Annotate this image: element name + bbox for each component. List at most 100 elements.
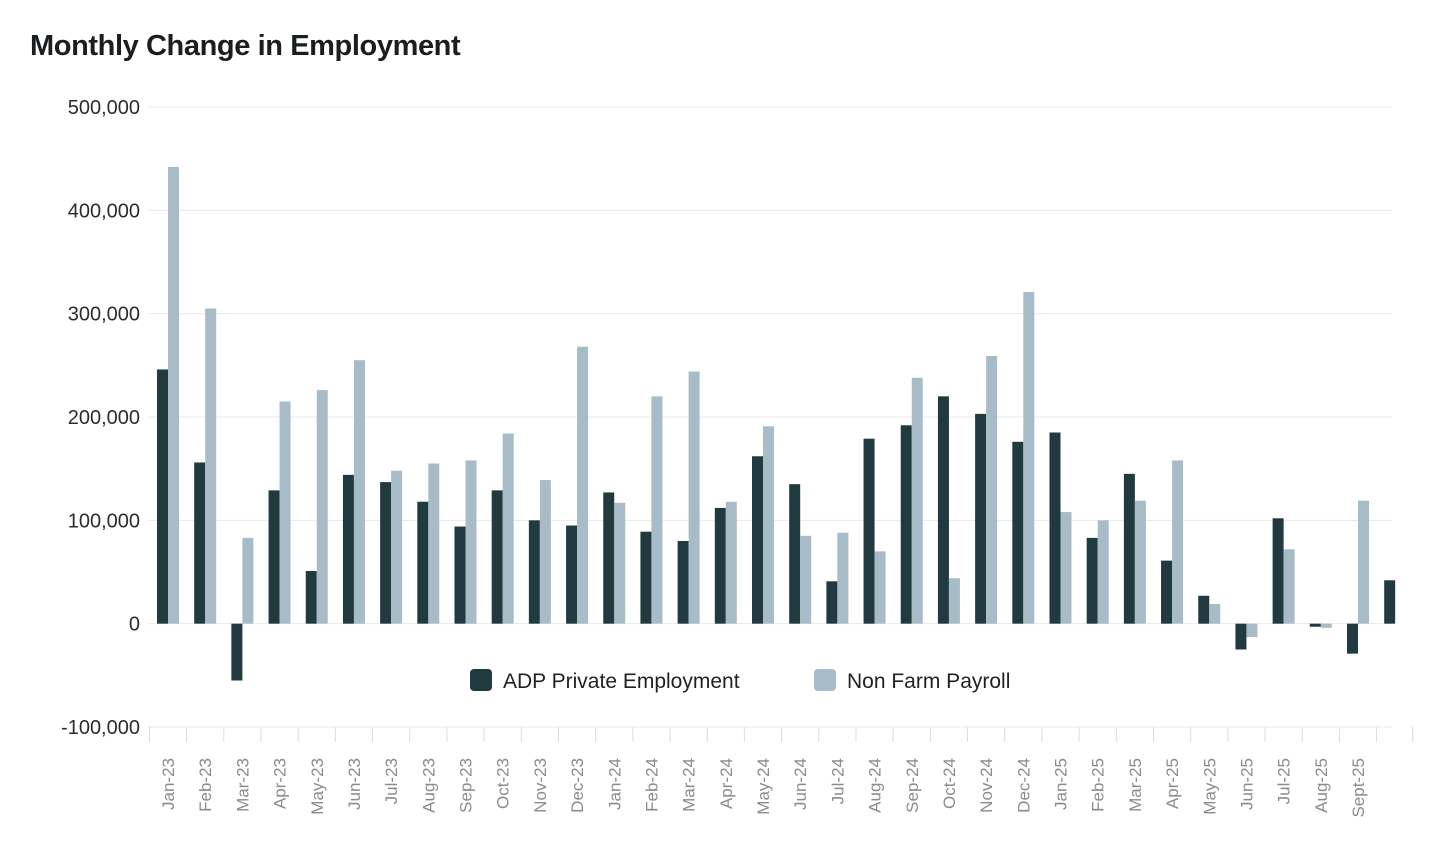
bar-nfp	[279, 401, 291, 624]
x-tick-label: Mar-25	[1126, 758, 1145, 812]
bar-nfp	[986, 356, 998, 624]
x-tick-label: Oct-23	[494, 758, 513, 809]
bar-adp	[1086, 537, 1098, 624]
x-tick-label: Nov-23	[531, 758, 550, 813]
x-tick-label: Apr-24	[717, 758, 736, 809]
bar-adp	[231, 623, 243, 681]
bar-adp	[1123, 473, 1135, 624]
bar-adp	[1384, 580, 1396, 624]
bar-nfp	[391, 470, 403, 624]
x-tick-label: Feb-25	[1089, 758, 1108, 812]
bar-adp	[752, 456, 763, 624]
bar-nfp	[316, 390, 328, 624]
x-tick-label: Dec-24	[1014, 758, 1033, 813]
bar-nfp	[465, 460, 477, 624]
bar-adp	[603, 492, 615, 624]
bar-nfp	[353, 360, 365, 624]
grid-lines	[148, 106, 1392, 728]
y-tick-label: 500,000	[68, 97, 140, 119]
bar-adp	[1309, 623, 1321, 627]
bar-adp	[566, 525, 578, 624]
x-tick-label: Jul-24	[828, 758, 847, 804]
bar-adp	[1235, 623, 1247, 650]
bar-nfp	[205, 308, 217, 624]
x-tick-label: Jan-24	[605, 758, 624, 810]
x-tick-label: Jan-25	[1052, 758, 1071, 810]
bar-adp	[975, 413, 987, 624]
bar-adp	[194, 462, 206, 624]
x-tick-label: Jan-23	[159, 758, 178, 810]
bar-adp	[826, 581, 838, 624]
bar-nfp	[1172, 460, 1184, 624]
bar-adp	[491, 490, 503, 624]
bar-nfp	[1097, 520, 1109, 624]
x-tick-label: Nov-24	[977, 758, 996, 813]
bar-adp	[1198, 595, 1210, 624]
bar-adp	[900, 425, 912, 624]
bar-adp	[789, 484, 801, 624]
bar-nfp	[837, 532, 849, 624]
x-tick-label: May-25	[1200, 758, 1219, 815]
bar-nfp	[948, 578, 960, 624]
bar-nfp	[539, 480, 551, 624]
y-tick-label: 100,000	[68, 510, 140, 532]
bar-nfp	[1283, 549, 1295, 624]
bar-adp	[305, 570, 317, 624]
x-tick-label: Apr-25	[1163, 758, 1182, 809]
bar-nfp	[1023, 291, 1035, 624]
legend-swatch-adp	[470, 669, 492, 691]
bar-adp	[863, 438, 875, 624]
y-tick-label: 0	[129, 614, 140, 636]
x-tick-label: Oct-24	[940, 758, 959, 809]
bar-adp	[528, 520, 540, 624]
bar-nfp	[763, 426, 774, 624]
x-tick-label: Jun-24	[791, 758, 810, 810]
bar-nfp	[1358, 500, 1369, 624]
y-axis-labels: 500,000 400,000 300,000 200,000 100,000 0 -100…	[61, 97, 140, 739]
x-tick-label: Mar-23	[233, 758, 252, 812]
bar-adp	[1161, 560, 1173, 624]
bar-adp	[342, 474, 354, 624]
bar-nfp	[800, 535, 812, 624]
bar-nfp	[911, 377, 923, 624]
bar-nfp	[242, 537, 254, 624]
x-tick-label: Jun-25	[1237, 758, 1256, 810]
bar-adp	[268, 490, 280, 624]
legend: ADP Private Employment Non Farm Payroll	[470, 669, 1010, 693]
bar-adp	[677, 541, 689, 624]
bar-nfp	[1134, 500, 1146, 624]
bar-nfp	[168, 166, 179, 624]
bar-nfp	[428, 463, 440, 624]
x-tick-label: Feb-23	[196, 758, 215, 812]
bar-nfp	[688, 371, 700, 624]
x-tick-label: Feb-24	[642, 758, 661, 812]
bar-adp	[937, 396, 949, 624]
chart-title: Monthly Change in Employment	[30, 30, 461, 62]
x-tick-label: Aug-23	[419, 758, 438, 813]
bar-adp	[1012, 441, 1024, 624]
bar-adp	[417, 501, 429, 624]
y-tick-label: 200,000	[68, 407, 140, 429]
y-tick-label: 300,000	[68, 304, 140, 326]
bar-adp	[380, 482, 392, 624]
x-tick-label: Jul-23	[382, 758, 401, 804]
y-tick-label: 400,000	[68, 200, 140, 222]
bar-series	[157, 166, 1396, 681]
x-tick-label: Sept-25	[1349, 758, 1368, 818]
bar-nfp	[1320, 623, 1332, 628]
x-tick-label: Dec-23	[568, 758, 587, 813]
bar-adp	[1049, 432, 1061, 624]
x-tick-label: Jun-23	[345, 758, 364, 810]
legend-swatch-nfp	[814, 669, 836, 691]
legend-label-adp: ADP Private Employment	[503, 670, 740, 693]
bar-adp	[714, 507, 726, 624]
x-tick-label: Aug-24	[866, 758, 885, 813]
x-axis: Jan-23 Feb-23 Mar-23 Apr-23 May-23 Jun-23 Jul-…	[148, 726, 1414, 818]
x-tick-label: Aug-25	[1312, 758, 1331, 813]
x-tick-label: Mar-24	[680, 758, 699, 812]
bar-nfp	[1060, 512, 1072, 624]
y-tick-label: -100,000	[61, 717, 140, 739]
x-tick-label: Sep-24	[903, 758, 922, 813]
x-tick-label: May-24	[754, 758, 773, 815]
